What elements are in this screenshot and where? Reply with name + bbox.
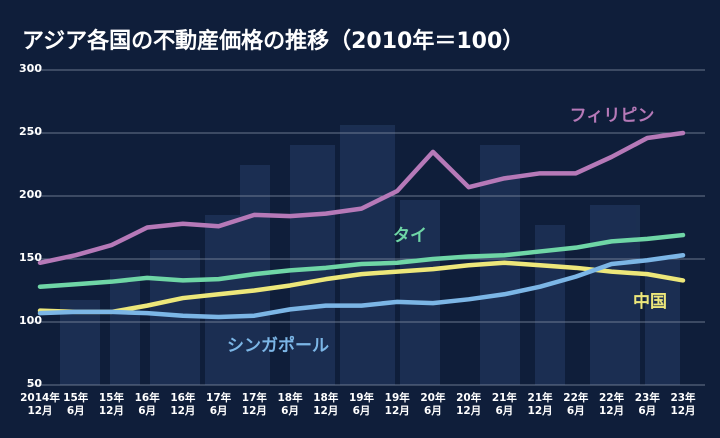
x-tick-label: 18年 6月 xyxy=(277,392,303,417)
x-tick-label: 21年 6月 xyxy=(491,392,517,417)
x-tick-label: 19年 12月 xyxy=(384,392,410,417)
x-tick-label: 22年 12月 xyxy=(598,392,625,417)
series-line xyxy=(37,130,686,266)
series-label: タイ xyxy=(393,226,427,246)
x-tick-label: 17年 6月 xyxy=(206,392,232,417)
x-tick-label: 20年 6月 xyxy=(420,392,446,417)
y-tick-label: 50 xyxy=(27,377,43,390)
chart-title: アジア各国の不動産価格の推移（2010年＝100） xyxy=(22,28,524,54)
y-tick-label: 150 xyxy=(19,251,42,264)
series-label: フィリピン xyxy=(570,106,655,126)
y-tick-label: 200 xyxy=(19,188,42,201)
city-background xyxy=(60,125,680,385)
x-tick-label: 16年 12月 xyxy=(170,392,196,417)
series-label: シンガポール xyxy=(227,335,329,356)
y-tick-label: 100 xyxy=(19,314,42,327)
x-tick-label: 22年 6月 xyxy=(563,392,589,417)
x-tick-label: 15年 12月 xyxy=(98,392,124,417)
x-tick-label: 15年 6月 xyxy=(63,392,89,417)
x-tick-label: 20年 12月 xyxy=(456,392,482,417)
x-tick-label: 19年 6月 xyxy=(348,392,375,417)
series-line xyxy=(37,252,686,320)
x-tick-label: 16年 6月 xyxy=(134,392,160,417)
x-tick-label: 17年 12月 xyxy=(241,392,267,417)
y-tick-label: 250 xyxy=(19,125,42,138)
y-tick-label: 300 xyxy=(19,62,42,75)
x-tick-label: 21年 12月 xyxy=(527,392,553,417)
series-line xyxy=(37,260,686,315)
series-label: 中国 xyxy=(633,291,667,312)
x-tick-label: 23年 6月 xyxy=(634,392,660,417)
x-tick-label: 2014年 12月 xyxy=(20,392,60,417)
x-tick-label: 23年 12月 xyxy=(670,392,696,417)
series-line xyxy=(37,232,686,289)
x-tick-label: 18年 12月 xyxy=(313,392,339,417)
